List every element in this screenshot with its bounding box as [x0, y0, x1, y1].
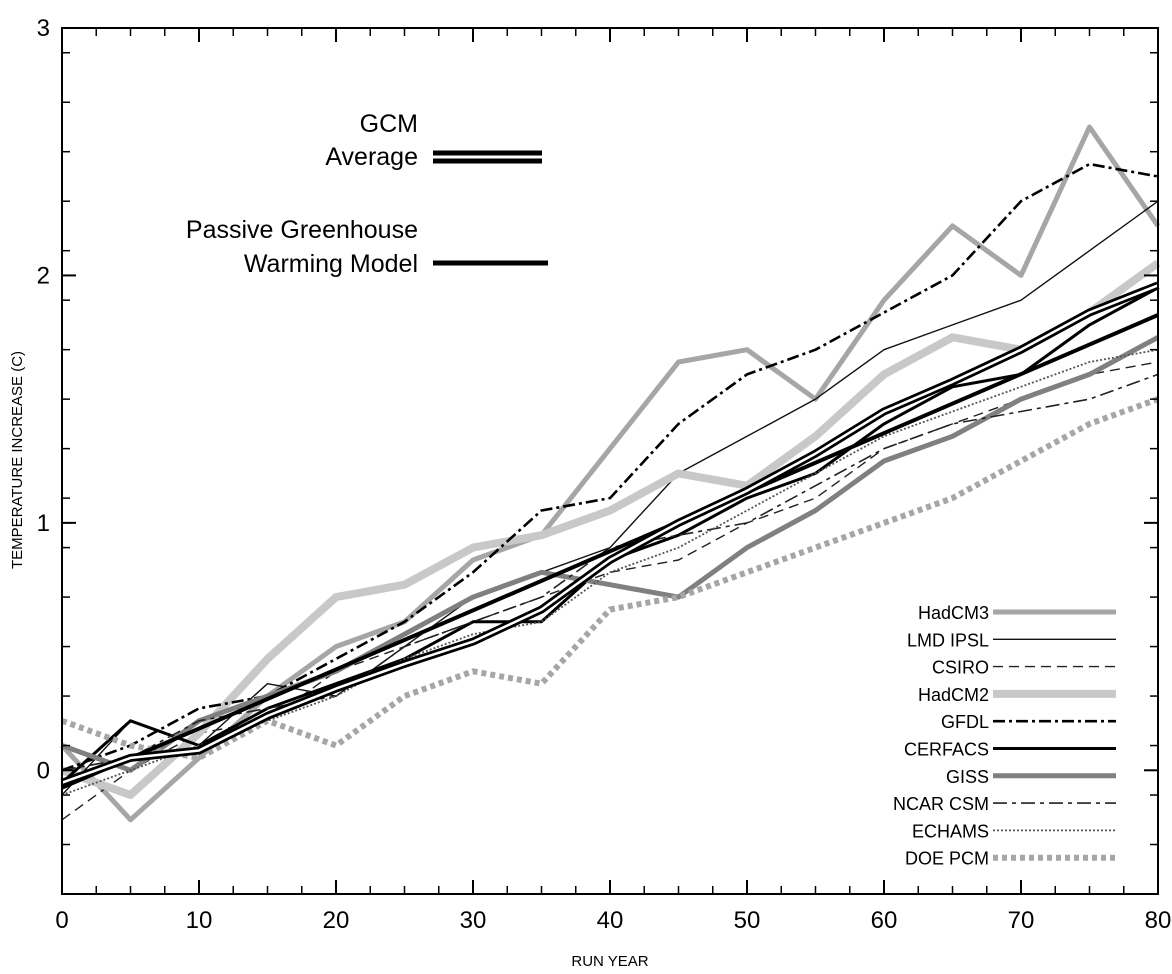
- reference-layer: [60, 281, 1160, 790]
- inset-gcm-label-line2: Average: [325, 143, 418, 171]
- y-tick-label: 3: [37, 15, 50, 42]
- x-tick-label: 60: [871, 907, 898, 934]
- x-tick-label: 20: [323, 907, 350, 934]
- inset-swatches: [433, 150, 548, 266]
- legend-label-gfdl: GFDL: [941, 712, 989, 732]
- plot-frame: [61, 27, 1159, 895]
- legend-label-echams: ECHAMS: [912, 821, 989, 841]
- series-legend: HadCM3 LMD IPSL CSIRO HadCM2 GFDL CERFACS GISS…: [893, 603, 1116, 869]
- x-tick-label: 10: [186, 907, 213, 934]
- series-line-ncar-csm: [61, 373, 1159, 772]
- x-tick-label: 40: [597, 907, 624, 934]
- legend-label-csiro: CSIRO: [932, 658, 989, 678]
- legend-label-ncar-csm: NCAR CSM: [893, 794, 989, 814]
- legend-label-doe-pcm: DOE PCM: [905, 849, 989, 869]
- series-line-gfdl: [61, 162, 1159, 772]
- inset-gcm-label-line1: GCM: [360, 110, 418, 138]
- series-line-hadcm3: [60, 124, 1161, 823]
- inset-passive-label-line2: Warming Model: [244, 250, 418, 278]
- y-tick-label: 2: [37, 262, 50, 289]
- legend-label-hadcm2: HadCM2: [918, 685, 989, 705]
- passive-model-line: [61, 313, 1159, 790]
- series-line-giss: [61, 335, 1160, 773]
- series-line-csiro: [61, 361, 1159, 821]
- y-axis-title: TEMPERATURE INCREASE (C): [9, 351, 26, 569]
- inset-legend: GCM Average Passive Greenhouse Warming M…: [186, 110, 548, 278]
- x-axis-title: RUN YEAR: [571, 953, 648, 970]
- gcm-average-line-inner: [61, 284, 1159, 784]
- x-tick-label: 70: [1008, 907, 1035, 934]
- series-line-echams: [61, 348, 1159, 796]
- x-tick-label: 50: [734, 907, 761, 934]
- legend-label-giss: GISS: [946, 767, 989, 787]
- series-line-hadcm2: [60, 259, 1161, 799]
- y-tick-label: 0: [37, 757, 50, 784]
- tick-layer: 0 10 20 30 40 50 60 70 80 0 1 2 3: [37, 15, 1172, 934]
- series-line-doe-pcm: [60, 396, 1160, 761]
- inset-passive-label-line1: Passive Greenhouse: [186, 216, 418, 244]
- y-tick-label: 1: [37, 510, 50, 537]
- legend-label-cerfacs: CERFACS: [904, 740, 989, 760]
- legend-label-lmd-ipsl: LMD IPSL: [907, 630, 989, 650]
- x-tick-label: 0: [55, 907, 68, 934]
- legend-label-hadcm3: HadCM3: [918, 603, 989, 623]
- x-tick-label: 80: [1145, 907, 1172, 934]
- x-tick-label: 30: [460, 907, 487, 934]
